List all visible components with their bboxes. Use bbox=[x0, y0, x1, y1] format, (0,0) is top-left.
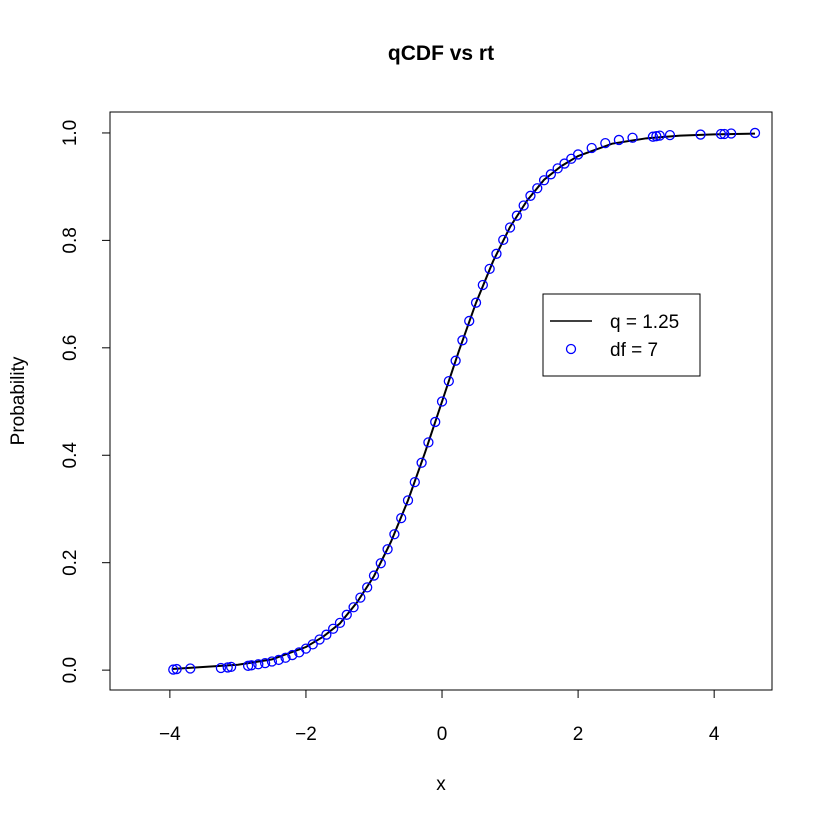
point bbox=[430, 416, 441, 428]
point bbox=[273, 654, 284, 666]
point bbox=[654, 130, 665, 141]
point bbox=[504, 222, 516, 233]
point bbox=[532, 183, 543, 194]
point bbox=[600, 138, 611, 149]
point bbox=[627, 132, 638, 143]
point bbox=[518, 200, 529, 211]
point bbox=[348, 602, 359, 613]
point bbox=[586, 142, 597, 154]
point bbox=[266, 656, 278, 667]
point bbox=[695, 129, 706, 140]
point bbox=[402, 495, 414, 506]
point bbox=[253, 659, 264, 670]
point bbox=[423, 437, 434, 448]
y-tick-label: 0.0 bbox=[60, 657, 81, 683]
point bbox=[664, 129, 676, 141]
point bbox=[215, 662, 227, 674]
point bbox=[341, 609, 352, 620]
point bbox=[382, 544, 393, 555]
chart-title: qCDF vs rt bbox=[388, 42, 494, 65]
y-tick-label: 0.4 bbox=[60, 442, 81, 469]
point bbox=[389, 529, 400, 540]
point bbox=[647, 131, 659, 142]
point bbox=[552, 163, 563, 174]
y-tick-label: 0.8 bbox=[60, 227, 81, 253]
legend-label: q = 1.25 bbox=[610, 312, 679, 333]
y-tick-label: 1.0 bbox=[60, 120, 81, 146]
x-tick-label: 4 bbox=[709, 724, 720, 745]
x-axis-label: x bbox=[436, 774, 446, 795]
point bbox=[749, 127, 761, 139]
point bbox=[368, 570, 380, 581]
point bbox=[491, 248, 502, 259]
point bbox=[168, 664, 179, 675]
plot-frame bbox=[109, 111, 773, 691]
point bbox=[613, 134, 625, 146]
y-tick-label: 0.6 bbox=[60, 335, 81, 361]
point bbox=[321, 629, 332, 640]
point bbox=[559, 158, 570, 169]
point bbox=[246, 660, 257, 671]
x-tick-label: 2 bbox=[573, 724, 584, 745]
point bbox=[242, 660, 254, 671]
point bbox=[511, 210, 523, 221]
point bbox=[572, 149, 584, 160]
point bbox=[470, 297, 482, 308]
legend-point bbox=[565, 343, 577, 355]
point bbox=[259, 657, 271, 669]
point bbox=[436, 396, 448, 407]
point bbox=[457, 335, 468, 346]
point bbox=[225, 661, 237, 673]
point bbox=[287, 649, 298, 661]
point bbox=[396, 512, 407, 524]
point bbox=[280, 652, 291, 663]
point bbox=[477, 279, 488, 291]
point bbox=[416, 457, 427, 468]
point bbox=[362, 582, 373, 593]
x-tick-label: −2 bbox=[295, 724, 317, 745]
point bbox=[719, 128, 730, 140]
point bbox=[538, 175, 550, 186]
point bbox=[443, 375, 454, 387]
legend-label: df = 7 bbox=[610, 340, 658, 361]
x-tick-label: −4 bbox=[159, 724, 181, 745]
point bbox=[222, 662, 233, 673]
point bbox=[185, 663, 196, 674]
point bbox=[525, 190, 536, 201]
point bbox=[651, 131, 662, 142]
point bbox=[334, 617, 346, 629]
y-axis-label: Probability bbox=[8, 356, 29, 445]
point bbox=[375, 558, 386, 569]
point bbox=[498, 234, 509, 245]
point bbox=[314, 634, 325, 645]
point bbox=[328, 623, 339, 634]
y-tick-label: 0.2 bbox=[60, 549, 81, 575]
point bbox=[545, 169, 557, 180]
point bbox=[171, 663, 182, 675]
point bbox=[484, 263, 495, 275]
point bbox=[355, 592, 366, 603]
legend-box bbox=[542, 293, 701, 377]
point bbox=[307, 639, 318, 650]
point bbox=[726, 128, 737, 139]
point bbox=[409, 476, 420, 488]
point bbox=[450, 355, 461, 366]
point bbox=[464, 315, 475, 327]
curve bbox=[171, 132, 756, 671]
point bbox=[715, 128, 727, 140]
x-tick-label: 0 bbox=[437, 724, 448, 745]
